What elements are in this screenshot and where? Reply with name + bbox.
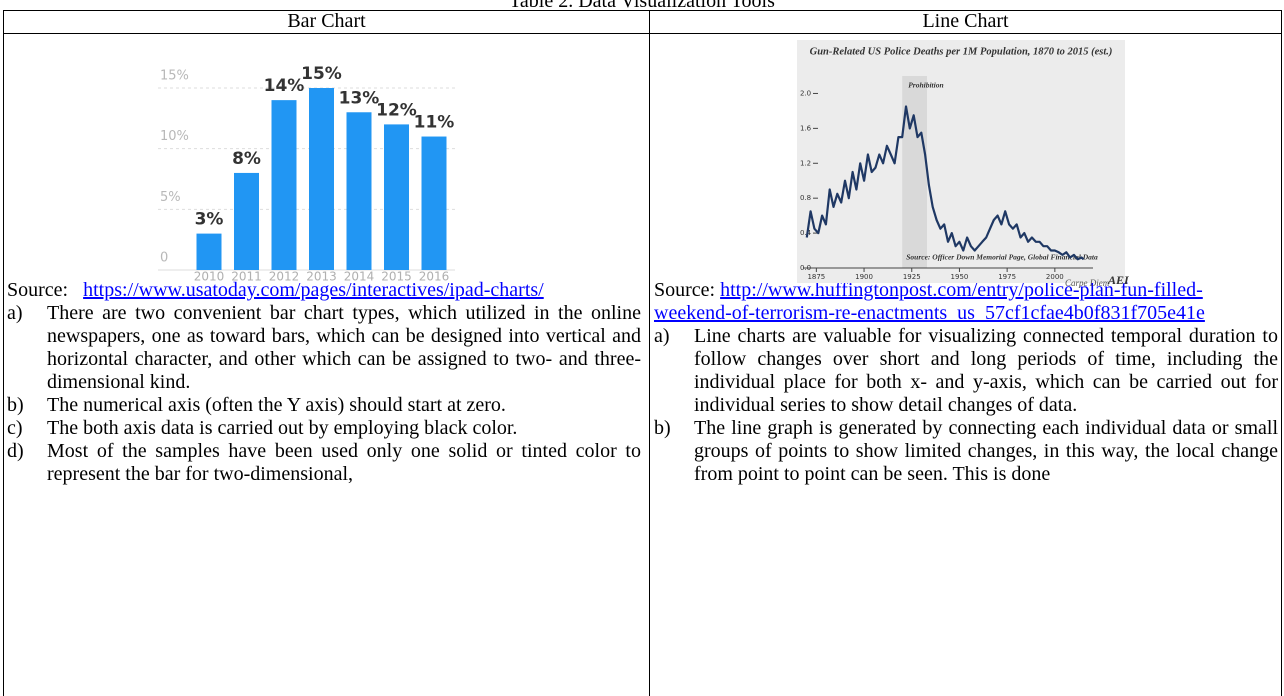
value-label: 13%	[339, 88, 380, 108]
item-marker: c)	[7, 417, 23, 439]
y-tick-label: 0.8	[800, 194, 811, 202]
annotation: Carpe Diem	[1065, 278, 1110, 288]
item-marker: b)	[654, 417, 671, 439]
source-line: Source: https://www.usatoday.com/pages/i…	[7, 279, 641, 302]
chart-background	[797, 40, 1125, 283]
table-border	[1281, 10, 1282, 696]
x-tick-label: 1975	[998, 273, 1016, 281]
item-text: The numerical axis (often the Y axis) sh…	[47, 394, 506, 416]
source-label: Source:	[654, 279, 716, 301]
source-link[interactable]: http://www.huffingtonpost.com/entry/poli…	[654, 279, 1205, 324]
value-label: 8%	[232, 149, 261, 169]
cell-text: Source: https://www.usatoday.com/pages/i…	[7, 279, 641, 486]
table-border	[3, 10, 1282, 11]
y-tick-label: 0.0	[800, 264, 811, 272]
y-tick-label: 5%	[160, 190, 181, 205]
x-tick-label: 2013	[306, 270, 337, 284]
list-item: d) Most of the samples have been used onl…	[7, 440, 641, 486]
y-tick-label: 2.0	[800, 89, 811, 97]
table-border	[649, 10, 650, 696]
x-tick-label: 2012	[269, 270, 300, 284]
y-tick-label: 10%	[160, 129, 189, 144]
value-label: 14%	[264, 76, 305, 96]
item-marker: b)	[7, 394, 24, 416]
annotation: Prohibition	[908, 81, 943, 90]
x-tick-label: 2000	[1046, 273, 1064, 281]
item-text: There are two convenient bar chart types…	[47, 302, 641, 393]
table-caption: Table 2. Data Visualization Tools	[509, 0, 775, 12]
y-tick-label: 0	[160, 251, 168, 266]
y-tick-label: 0.4	[800, 229, 812, 237]
value-label: 15%	[301, 64, 342, 84]
bar	[271, 100, 297, 270]
value-label: 12%	[376, 100, 417, 120]
y-tick-label: 1.2	[800, 159, 811, 167]
chart-title: Gun-Related US Police Deaths per 1M Popu…	[810, 46, 1113, 57]
shaded-range	[902, 76, 928, 268]
table-border	[3, 33, 1282, 34]
data-line	[805, 105, 1085, 261]
annotation: Source: Officer Down Memorial Page, Glob…	[906, 253, 1098, 262]
item-text: Most of the samples have been used only …	[47, 440, 641, 485]
x-tick-label: 2010	[194, 270, 225, 284]
bar	[196, 233, 222, 270]
bar	[384, 124, 409, 271]
item-text: Line charts are valuable for visualizing…	[694, 325, 1278, 416]
y-tick-label: 1.6	[800, 124, 812, 132]
y-tick-label: 15%	[160, 69, 189, 84]
item-text: The both axis data is carried out by emp…	[47, 417, 518, 439]
x-tick-label: 1950	[951, 273, 969, 281]
x-tick-label: 1900	[855, 273, 873, 281]
x-tick-label: 2014	[344, 270, 375, 284]
x-tick-label: 2015	[381, 270, 412, 284]
bar	[421, 136, 447, 270]
annotation: AEI	[1107, 273, 1130, 287]
bar	[346, 112, 372, 271]
source-line: Source: http://www.huffingtonpost.com/en…	[654, 279, 1278, 325]
x-tick-label: 2011	[231, 270, 262, 284]
x-tick-label: 1875	[807, 273, 825, 281]
item-text: The line graph is generated by connectin…	[694, 417, 1278, 485]
cell-text: Source: http://www.huffingtonpost.com/en…	[654, 279, 1278, 486]
table-border	[3, 10, 4, 696]
source-link[interactable]: https://www.usatoday.com/pages/interacti…	[83, 279, 544, 301]
item-marker: a)	[654, 325, 670, 347]
list-item: b) The numerical axis (often the Y axis) …	[7, 394, 641, 417]
list-item: b) The line graph is generated by connect…	[654, 417, 1278, 486]
source-label: Source:	[7, 279, 69, 301]
list-item: c) The both axis data is carried out by e…	[7, 417, 641, 440]
value-label: 3%	[195, 210, 224, 230]
x-tick-label: 1925	[903, 273, 921, 281]
value-label: 11%	[414, 113, 455, 133]
item-marker: a)	[7, 302, 23, 324]
x-tick-label: 2016	[419, 270, 450, 284]
list-item: a) Line charts are valuable for visualizi…	[654, 325, 1278, 417]
column-header: Bar Chart	[287, 10, 366, 32]
bar	[309, 88, 334, 270]
bar	[234, 172, 259, 270]
item-marker: d)	[7, 440, 24, 462]
column-header: Line Chart	[922, 10, 1009, 32]
list-item: a) There are two convenient bar chart typ…	[7, 302, 641, 394]
